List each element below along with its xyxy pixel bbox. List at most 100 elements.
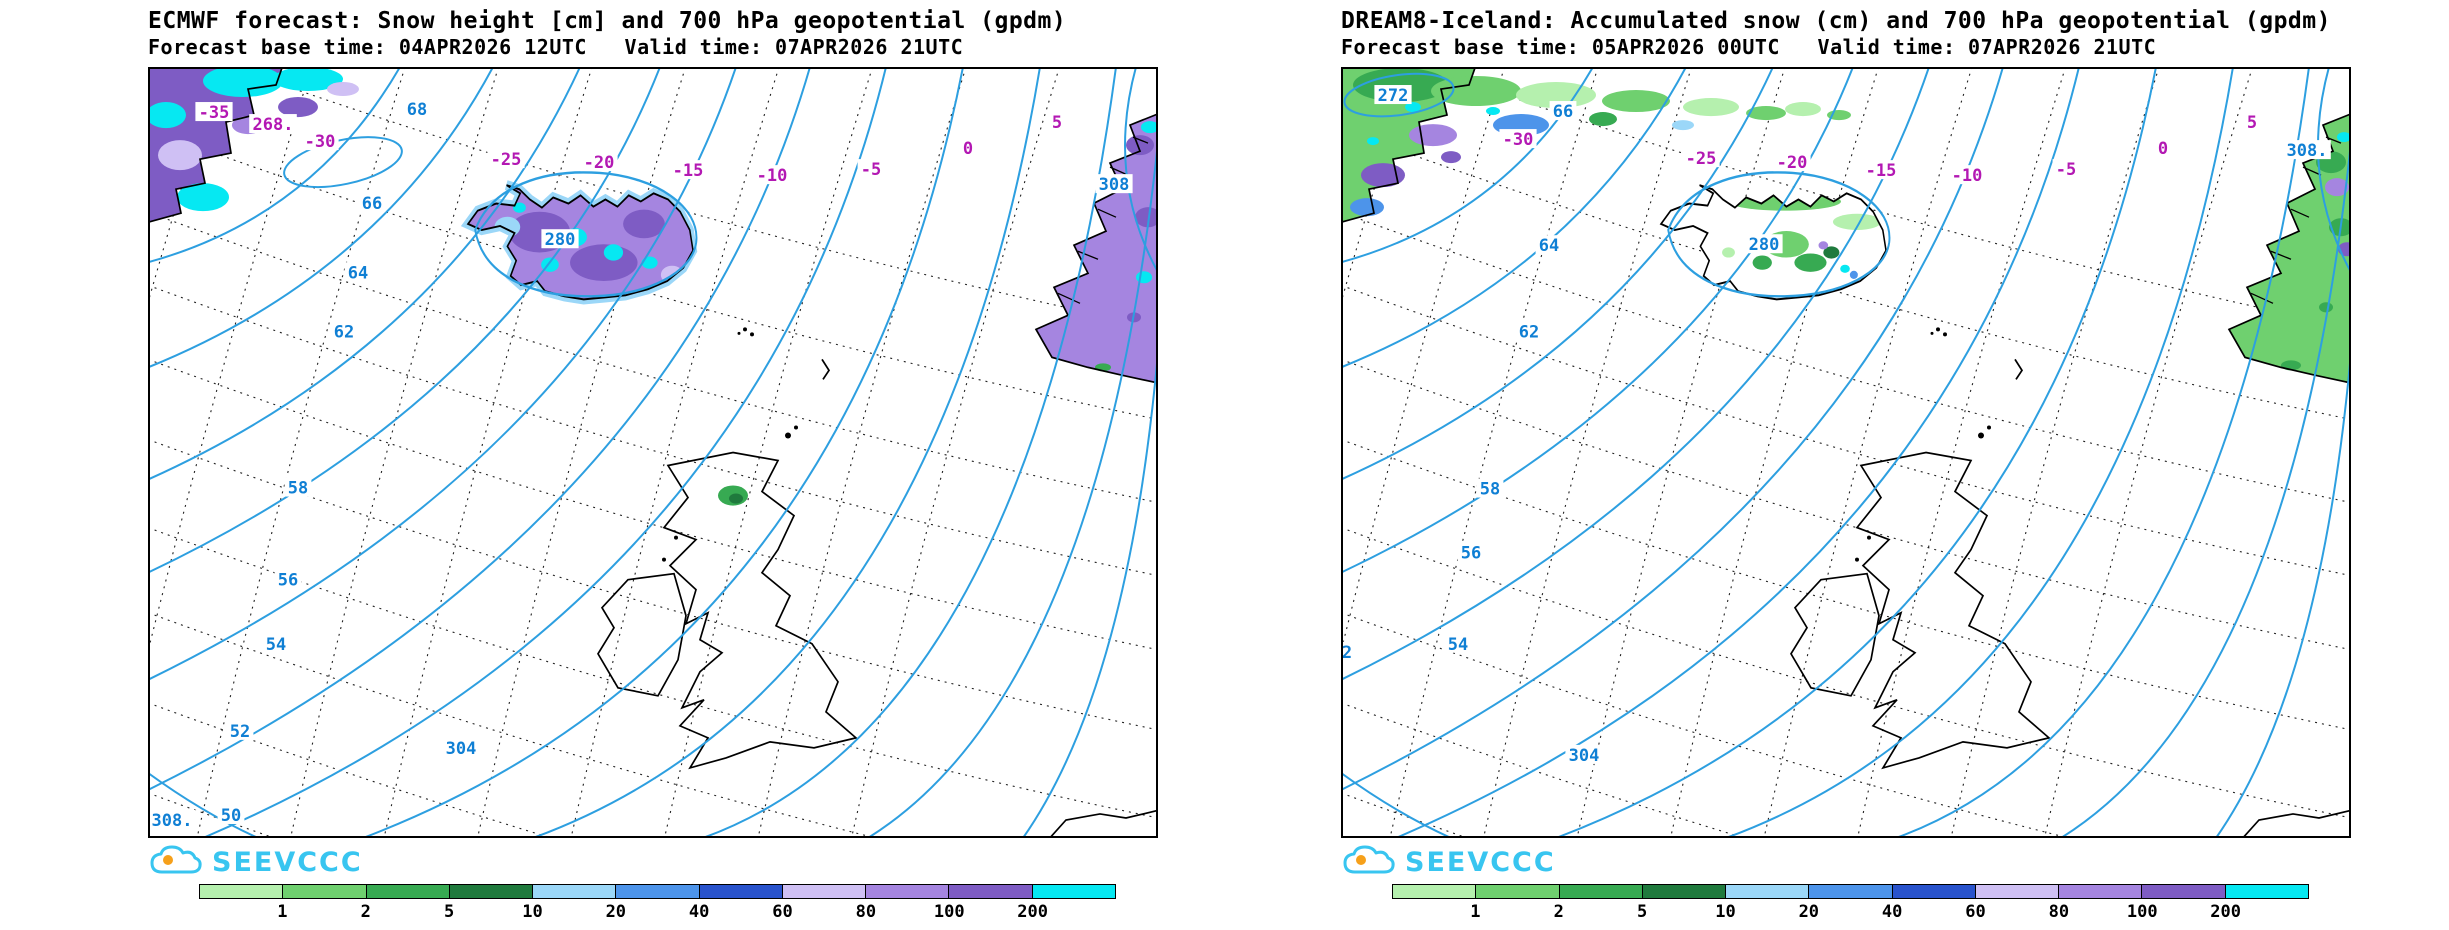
contour-label: 64 bbox=[1539, 236, 1559, 256]
longitude-label: -25 bbox=[491, 150, 522, 170]
colorbar-segment bbox=[283, 885, 367, 898]
longitude-label: -30 bbox=[1503, 130, 1534, 150]
contour-label: 58 bbox=[288, 479, 308, 499]
colorbar-tick-label: 5 bbox=[1636, 902, 1648, 922]
colorbar-tick-label: 1 bbox=[277, 902, 288, 922]
colorbar-segment bbox=[616, 885, 700, 898]
colorbar-labels: 1 2 5 10 20 40 60 80 100 200 bbox=[1392, 899, 2309, 922]
colorbar-tick-label: 20 bbox=[605, 902, 627, 922]
contour-label: 308. bbox=[152, 811, 193, 831]
colorbar-segment bbox=[1642, 885, 1727, 898]
panel-ecmwf: ECMWF forecast: Snow height [cm] and 700… bbox=[148, 8, 1163, 930]
graticule bbox=[148, 67, 1158, 838]
colorbar-segment bbox=[2142, 885, 2226, 898]
colorbar-segment bbox=[1975, 885, 2060, 898]
longitude-label: 268. bbox=[253, 115, 294, 135]
forecast-map-dream8: 272 -30 66 -25 -20 -15 -10 -5 0 5 308. 64 62 280 58 56 5… bbox=[1341, 67, 2351, 838]
panel-footer: SEEVCCC 1 2 5 10 20 40 60 80 100 200 bbox=[148, 844, 1163, 930]
contour-label: 280 bbox=[1749, 235, 1780, 255]
colorbar-segment bbox=[533, 885, 617, 898]
longitude-label: -5 bbox=[861, 160, 881, 180]
closed-low-contour bbox=[1343, 72, 1455, 118]
seevccc-logo: SEEVCCC bbox=[148, 844, 1163, 880]
map-labels: -35 268. -30 68 -25 -20 -15 -10 -5 0 5 308 66 64 62 280… bbox=[148, 99, 1133, 831]
contour-label: 50 bbox=[221, 806, 241, 826]
geopotential-contour-280 bbox=[1667, 171, 1891, 298]
logo-text: SEEVCCC bbox=[1405, 846, 1556, 878]
graticule bbox=[1341, 67, 2351, 838]
colorbar-tick-label: 100 bbox=[2126, 902, 2158, 922]
colorbar-segment bbox=[200, 885, 284, 898]
contour-label: 62 bbox=[1519, 322, 1539, 342]
longitude-label: -20 bbox=[1777, 153, 1808, 173]
contour-label: 304 bbox=[1569, 746, 1600, 766]
map-content: -35 268. -30 68 -25 -20 -15 -10 -5 0 5 308 66 64 62 280… bbox=[148, 67, 1158, 838]
longitude-label: 0 bbox=[963, 139, 973, 159]
snow-shading bbox=[148, 67, 1158, 506]
longitude-label: -5 bbox=[2056, 160, 2076, 180]
colorbar-segment bbox=[2225, 885, 2308, 898]
colorbar-labels: 1 2 5 10 20 40 60 80 100 200 bbox=[199, 899, 1116, 922]
contour-label: 68 bbox=[407, 100, 427, 120]
longitude-label: 5 bbox=[2247, 113, 2257, 133]
seevccc-logo: SEEVCCC bbox=[1341, 844, 2356, 880]
colorbar-segment bbox=[366, 885, 450, 898]
longitude-label: -15 bbox=[1866, 161, 1897, 181]
colorbar-tick-label: 200 bbox=[2210, 902, 2241, 922]
longitude-label: -35 bbox=[199, 103, 230, 123]
contour-label: 308. bbox=[2287, 141, 2328, 161]
longitude-label: 0 bbox=[2158, 139, 2168, 159]
geopotential-contours bbox=[148, 67, 1158, 838]
longitude-label: -30 bbox=[305, 132, 336, 152]
contour-label: 66 bbox=[362, 194, 382, 214]
panel-footer: SEEVCCC 1 2 5 10 20 40 60 80 100 200 bbox=[1341, 844, 2356, 930]
contour-label: 308 bbox=[1099, 175, 1130, 195]
map-content: 272 -30 66 -25 -20 -15 -10 -5 0 5 308. 64 62 280 58 56 5… bbox=[1341, 67, 2351, 838]
map-border bbox=[148, 67, 1158, 838]
logo-text: SEEVCCC bbox=[212, 846, 363, 878]
colorbar-tick-label: 1 bbox=[1470, 902, 1481, 922]
contour-label: 56 bbox=[278, 571, 298, 591]
colorbar-segment bbox=[1559, 885, 1643, 898]
geopotential-contour-280 bbox=[474, 171, 698, 298]
colorbar-segment bbox=[866, 885, 950, 898]
colorbar-tick-label: 100 bbox=[933, 902, 965, 922]
contour-label: 272 bbox=[1378, 86, 1409, 106]
colorbar-tick-label: 2 bbox=[360, 902, 371, 922]
contour-label: 54 bbox=[1448, 635, 1468, 655]
coastlines bbox=[148, 67, 1158, 838]
iceland-coastline bbox=[1659, 184, 1887, 301]
contour-label: 54 bbox=[266, 635, 286, 655]
panel-title: DREAM8-Iceland: Accumulated snow (cm) an… bbox=[1341, 8, 2331, 34]
colorbar-tick-label: 40 bbox=[688, 902, 710, 922]
contour-label: 52 bbox=[230, 722, 250, 742]
colorbar-segment bbox=[782, 885, 867, 898]
forecast-map-ecmwf: -35 268. -30 68 -25 -20 -15 -10 -5 0 5 308 66 64 62 280… bbox=[148, 67, 1158, 838]
colorbar-segment bbox=[1393, 885, 1477, 898]
colorbar-segment bbox=[699, 885, 783, 898]
contour-label: 58 bbox=[1480, 480, 1500, 500]
colorbar-tick-label: 10 bbox=[522, 902, 543, 922]
contour-label: 2 bbox=[1342, 643, 1352, 663]
colorbar-segment bbox=[1476, 885, 1560, 898]
contour-label: 64 bbox=[348, 263, 368, 283]
map-border bbox=[1341, 67, 2351, 838]
colorbar-segment bbox=[1892, 885, 1976, 898]
colorbar-tick-label: 80 bbox=[2048, 902, 2070, 922]
panel-subtitle: Forecast base time: 05APR2026 00UTC Vali… bbox=[1341, 35, 2157, 59]
contour-label: 66 bbox=[1553, 102, 1573, 122]
iceland-coastline bbox=[466, 184, 694, 301]
contour-label: 62 bbox=[334, 322, 354, 342]
colorbar-tick-label: 200 bbox=[1017, 902, 1048, 922]
contour-label: 304 bbox=[446, 739, 477, 759]
colorbar-segment bbox=[1726, 885, 1810, 898]
panel-dream8: DREAM8-Iceland: Accumulated snow (cm) an… bbox=[1341, 8, 2356, 930]
longitude-label: -10 bbox=[1952, 166, 1983, 186]
colorbar-swatches bbox=[199, 884, 1116, 899]
colorbar-tick-label: 5 bbox=[443, 902, 455, 922]
snow-colorbar: 1 2 5 10 20 40 60 80 100 200 bbox=[199, 884, 1116, 922]
contour-label: 280 bbox=[545, 230, 576, 250]
colorbar-segment bbox=[949, 885, 1033, 898]
longitude-label: -20 bbox=[584, 153, 615, 173]
